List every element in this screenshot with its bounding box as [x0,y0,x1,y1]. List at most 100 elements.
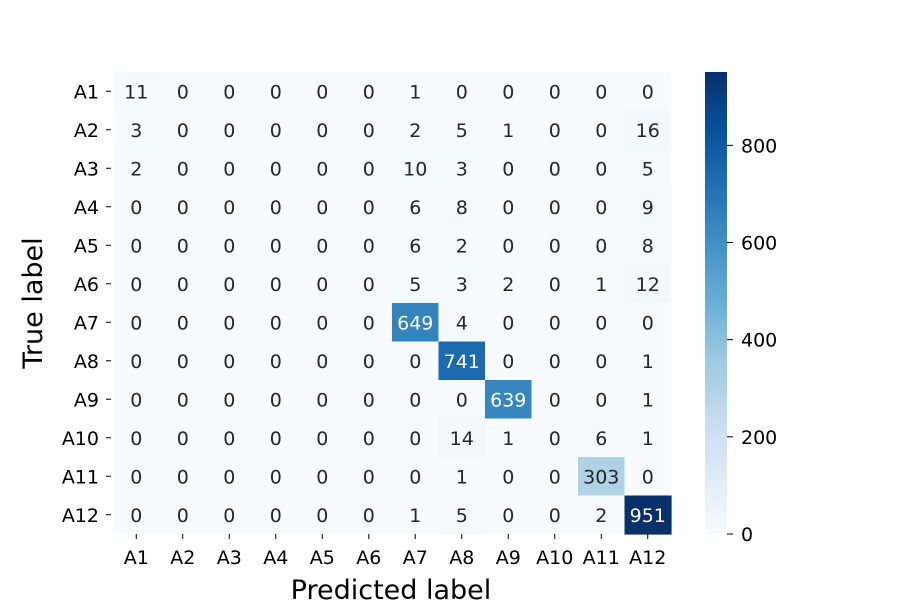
heatmap-cell [438,226,486,266]
heatmap-cell [392,303,440,343]
heatmap-cell [113,457,161,497]
heatmap-cell [206,187,254,227]
heatmap-cell [345,341,393,381]
cell-value-label: 0 [549,505,561,527]
cell-value-label: 0 [223,351,235,373]
heatmap-cell [531,380,579,420]
heatmap-cell [531,418,579,458]
heatmap-cell [345,495,393,535]
heatmap-cell [113,418,161,458]
cell-value-label: 0 [595,81,607,103]
heatmap-cell [206,72,254,112]
cell-value-label: 0 [177,120,189,142]
cell-value-label: 0 [549,274,561,296]
heatmap-cell [159,380,207,420]
y-tick-label: A5 [74,235,99,257]
heatmap-cell [485,264,533,304]
x-tick-labels: A1 A2 A3 A4 A5 A6 A7 A8 A9 A10 A11 A12 [124,534,666,569]
x-tick-label: A7 [403,547,428,569]
cell-value-label: 0 [316,505,328,527]
heatmap-cell [299,495,347,535]
cell-value-label: 1 [642,351,654,373]
cell-value-label: 0 [595,235,607,257]
heatmap-cell [578,226,626,266]
heatmap-cell [159,264,207,304]
cell-value-label: 0 [130,274,142,296]
cell-value-label: 0 [549,428,561,450]
cell-value-label: 303 [583,466,619,488]
heatmap-cell [624,495,672,535]
heatmap-cell [206,303,254,343]
heatmap-cell [578,187,626,227]
heatmap-cell [206,226,254,266]
cell-value-label: 12 [636,274,660,296]
cell-value-label: 0 [549,466,561,488]
cell-value-label: 0 [177,274,189,296]
cell-value-label: 741 [444,351,480,373]
y-tick-label: A3 [74,158,99,180]
cell-value-label: 0 [130,235,142,257]
heatmap-cell [578,72,626,112]
heatmap-cell [159,187,207,227]
x-tick-label: A9 [496,547,521,569]
cell-value-label: 0 [549,197,561,219]
cell-value-label: 0 [316,466,328,488]
cell-value-label: 0 [177,197,189,219]
colorbar-tick-label: 200 [741,427,777,449]
heatmap-cell [113,187,161,227]
heatmap-cell [485,226,533,266]
y-tick-label: A9 [74,389,99,411]
cell-value-label: 0 [316,158,328,180]
cell-value-label: 0 [549,81,561,103]
cell-value-label: 0 [177,158,189,180]
heatmap-cell [113,303,161,343]
cell-value-label: 0 [270,505,282,527]
heatmap-cell [299,341,347,381]
x-tick-label: A3 [217,547,242,569]
heatmap-cell [438,72,486,112]
heatmap-cell [531,264,579,304]
cell-value-label: 0 [177,312,189,334]
cell-value-label: 0 [130,389,142,411]
heatmap-cell [438,187,486,227]
heatmap-cell [345,110,393,150]
cell-value-label: 0 [409,389,421,411]
heatmap-cell [345,226,393,266]
heatmap-cell [252,303,300,343]
colorbar-tick-label: 0 [741,524,753,546]
cell-value-label: 0 [363,120,375,142]
cell-value-label: 1 [409,505,421,527]
cell-value-label: 0 [223,389,235,411]
cell-value-label: 0 [270,389,282,411]
cell-value-label: 0 [270,312,282,334]
y-tick-label: A2 [74,120,99,142]
heatmap-cell [299,149,347,189]
heatmap-cell [392,457,440,497]
heatmap-cell [206,495,254,535]
cell-value-label: 1 [456,466,468,488]
cell-value-label: 649 [397,312,433,334]
cell-value-label: 3 [130,120,142,142]
heatmap-cell [113,149,161,189]
heatmap-cell [206,457,254,497]
cell-value-label: 3 [456,158,468,180]
cell-value-label: 0 [363,235,375,257]
cell-value-label: 0 [223,466,235,488]
heatmap-cell [206,110,254,150]
cell-value-label: 0 [549,120,561,142]
heatmap-cell [392,264,440,304]
heatmap-cell [392,187,440,227]
heatmap-cell [485,72,533,112]
cell-value-label: 1 [502,428,514,450]
y-tick-labels: A1 A2 A3 A4 A5 A6 A7 A8 A9 A10 A11 A12 [62,81,111,527]
cell-value-label: 11 [124,81,148,103]
cell-value-label: 0 [595,197,607,219]
cell-value-label: 0 [502,81,514,103]
cell-value-label: 0 [130,312,142,334]
cell-value-label: 0 [177,235,189,257]
heatmap-cell [113,226,161,266]
heatmap-cell [113,72,161,112]
cell-value-label: 2 [130,158,142,180]
cell-value-label: 0 [177,351,189,373]
cell-value-label: 0 [363,274,375,296]
